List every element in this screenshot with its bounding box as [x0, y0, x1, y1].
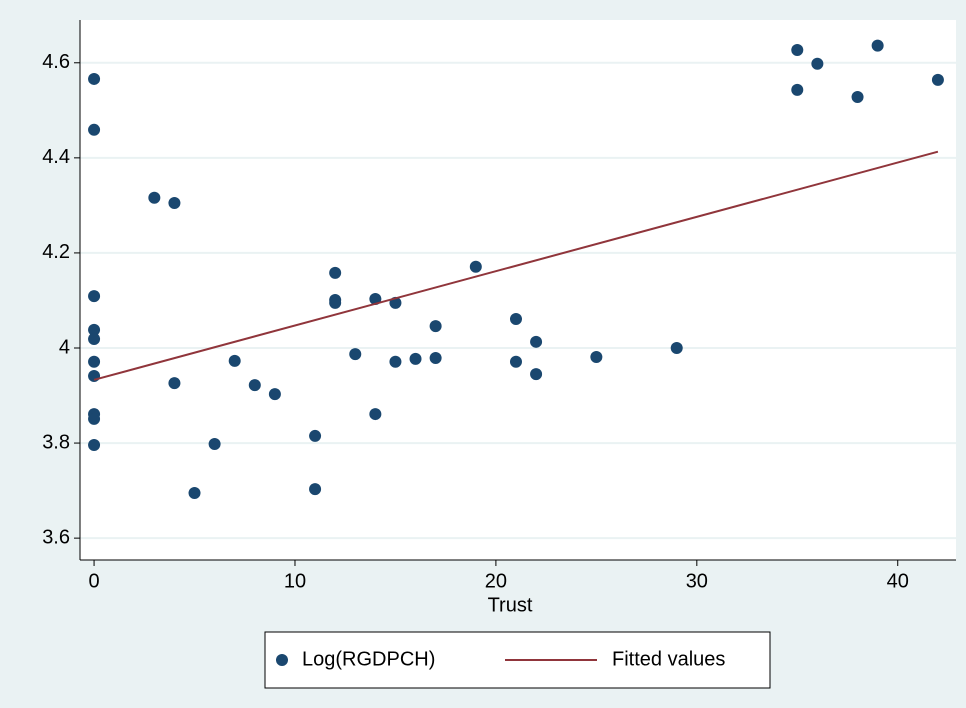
point: [148, 191, 161, 204]
point: [309, 429, 322, 442]
point: [329, 266, 342, 279]
point: [409, 352, 422, 365]
point: [309, 483, 322, 496]
point: [268, 388, 281, 401]
point: [590, 351, 603, 364]
x-tick-label: 10: [284, 570, 306, 592]
legend-label: Log(RGDPCH): [302, 648, 435, 670]
x-tick-label: 30: [686, 570, 708, 592]
fit-line: [93, 150, 939, 381]
point: [530, 335, 543, 348]
point: [88, 332, 101, 345]
point: [88, 72, 101, 85]
point: [509, 312, 522, 325]
point: [469, 260, 482, 273]
point: [168, 377, 181, 390]
point: [931, 73, 944, 86]
y-tick-label: 4: [59, 336, 70, 358]
point: [530, 368, 543, 381]
x-tick-label: 40: [887, 570, 909, 592]
x-tick-label: 0: [89, 570, 100, 592]
y-tick-label: 4.4: [42, 146, 70, 168]
x-tick-label: 20: [485, 570, 507, 592]
legend-label: Fitted values: [612, 648, 725, 670]
point: [791, 43, 804, 56]
legend-key: [276, 654, 288, 666]
point: [851, 91, 864, 104]
point: [88, 355, 101, 368]
point: [791, 83, 804, 96]
point: [88, 370, 101, 383]
point: [389, 355, 402, 368]
y-tick-label: 4.6: [42, 51, 70, 73]
point: [88, 412, 101, 425]
point: [188, 486, 201, 499]
point: [88, 438, 101, 451]
plot-area: [80, 20, 956, 560]
point: [349, 348, 362, 361]
point: [168, 197, 181, 210]
point: [670, 341, 683, 354]
point: [429, 320, 442, 333]
point: [88, 123, 101, 136]
point: [509, 355, 522, 368]
point: [208, 438, 221, 451]
point: [88, 290, 101, 303]
y-tick-label: 3.8: [42, 431, 70, 453]
x-axis-title: Trust: [488, 594, 533, 616]
y-tick-label: 4.2: [42, 241, 70, 263]
point: [88, 323, 101, 336]
point: [248, 379, 261, 392]
point: [228, 354, 241, 367]
point: [871, 39, 884, 52]
point: [811, 57, 824, 70]
point: [369, 408, 382, 421]
y-tick-label: 3.6: [42, 526, 70, 548]
point: [429, 351, 442, 364]
point: [329, 296, 342, 309]
